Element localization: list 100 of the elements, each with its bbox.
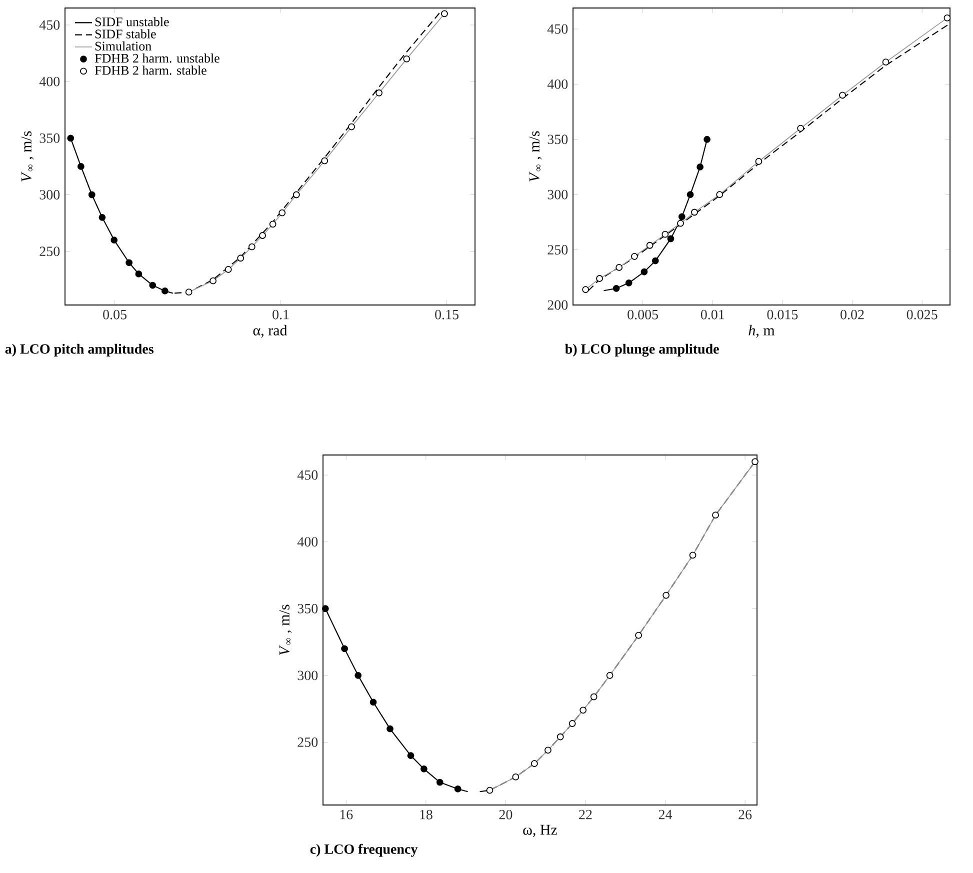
y-tick-label: 200 [548,300,568,310]
x-tick-label: 0.05 [103,310,127,320]
point [839,92,846,99]
point [704,136,711,143]
point [135,270,142,278]
point [677,220,684,227]
legend-label: FDHB 2 harm. stable [94,66,206,75]
point [370,698,377,706]
y-tick-label: 350 [548,134,568,144]
point [689,552,696,559]
point [556,733,564,740]
x-axis-title: ω, Hz [523,824,558,837]
y-tick-label: 350 [40,133,60,143]
point [98,214,106,221]
y-tick-label: 250 [40,246,60,256]
point [882,58,890,66]
text: a) LCO pitch amplitudes [5,344,154,357]
point [606,672,614,679]
point [544,746,552,754]
legend-label: Simulation [95,41,152,51]
point [596,275,603,282]
point [248,243,256,250]
point [568,720,576,727]
x-tick-label: 0.01 [700,310,724,320]
point [691,208,698,216]
point [635,632,642,639]
point [640,268,648,276]
x-tick-label: 0.025 [906,310,938,320]
point [321,157,328,164]
x-tick-label: 0.005 [628,310,658,320]
point [630,252,638,260]
point [662,592,670,599]
legend-label: FDHB 2 harm. unstable [94,53,220,63]
point [292,191,300,198]
point [88,191,96,198]
x-axis-title: α, rad [253,324,288,338]
y-tick-label: 300 [298,670,318,680]
y-tick-label: 250 [298,737,318,747]
point [512,773,520,780]
point [376,89,383,96]
y-axis-title: V$_{∞}$ , m/s [279,604,292,655]
point [678,213,686,220]
point [386,725,394,732]
point [716,191,724,198]
point [126,259,133,266]
point [755,158,762,165]
y-tick-label: 450 [547,24,568,34]
point [161,288,168,294]
point [590,693,598,700]
y-axis-title: V$_{∞}$ , m/s [21,131,34,182]
x-tick-label: 18 [420,810,432,820]
point [667,235,674,242]
point [224,266,232,273]
point [210,277,217,284]
x-tick-label: 0.1 [272,310,289,320]
point [67,134,74,142]
y-tick-label: 300 [40,190,60,200]
x-tick-label: 24 [658,810,672,820]
point [436,778,444,786]
point [77,163,84,170]
x-tick-label: 26 [738,810,752,820]
point [407,752,414,760]
point [944,14,951,22]
text: c) LCO frequency [310,844,418,857]
x-tick-label: 16 [340,810,353,820]
point [752,458,758,466]
point [486,786,494,794]
y-tick-label: 450 [297,470,318,480]
x-tick-label: 0.02 [840,310,864,320]
x-tick-label: 20 [499,810,512,820]
point [149,282,156,289]
point [712,512,719,519]
y-tick-label: 300 [548,190,568,200]
x-tick-label: 0.15 [435,310,458,320]
point [797,124,804,132]
point [441,10,448,18]
point [322,605,329,612]
text: b) LCO plunge amplitude [565,344,719,357]
point [530,760,538,768]
point [662,230,669,238]
point [652,257,659,264]
point [403,55,410,62]
point [616,264,623,271]
point [185,288,192,296]
point [646,242,654,249]
y-tick-label: 350 [298,604,318,614]
point [269,220,276,228]
x-axis-title: h, m [748,324,775,338]
point [278,209,286,216]
point [354,672,362,679]
point [612,284,620,292]
point [580,706,587,714]
point [454,786,462,792]
point [259,232,266,239]
y-tick-label: 250 [548,245,568,255]
y-tick-label: 400 [547,79,568,89]
point [686,191,694,198]
x-tick-label: 0.015 [767,310,798,320]
point [110,236,118,244]
y-axis-title: V$_{∞}$ , m/s [529,131,542,182]
